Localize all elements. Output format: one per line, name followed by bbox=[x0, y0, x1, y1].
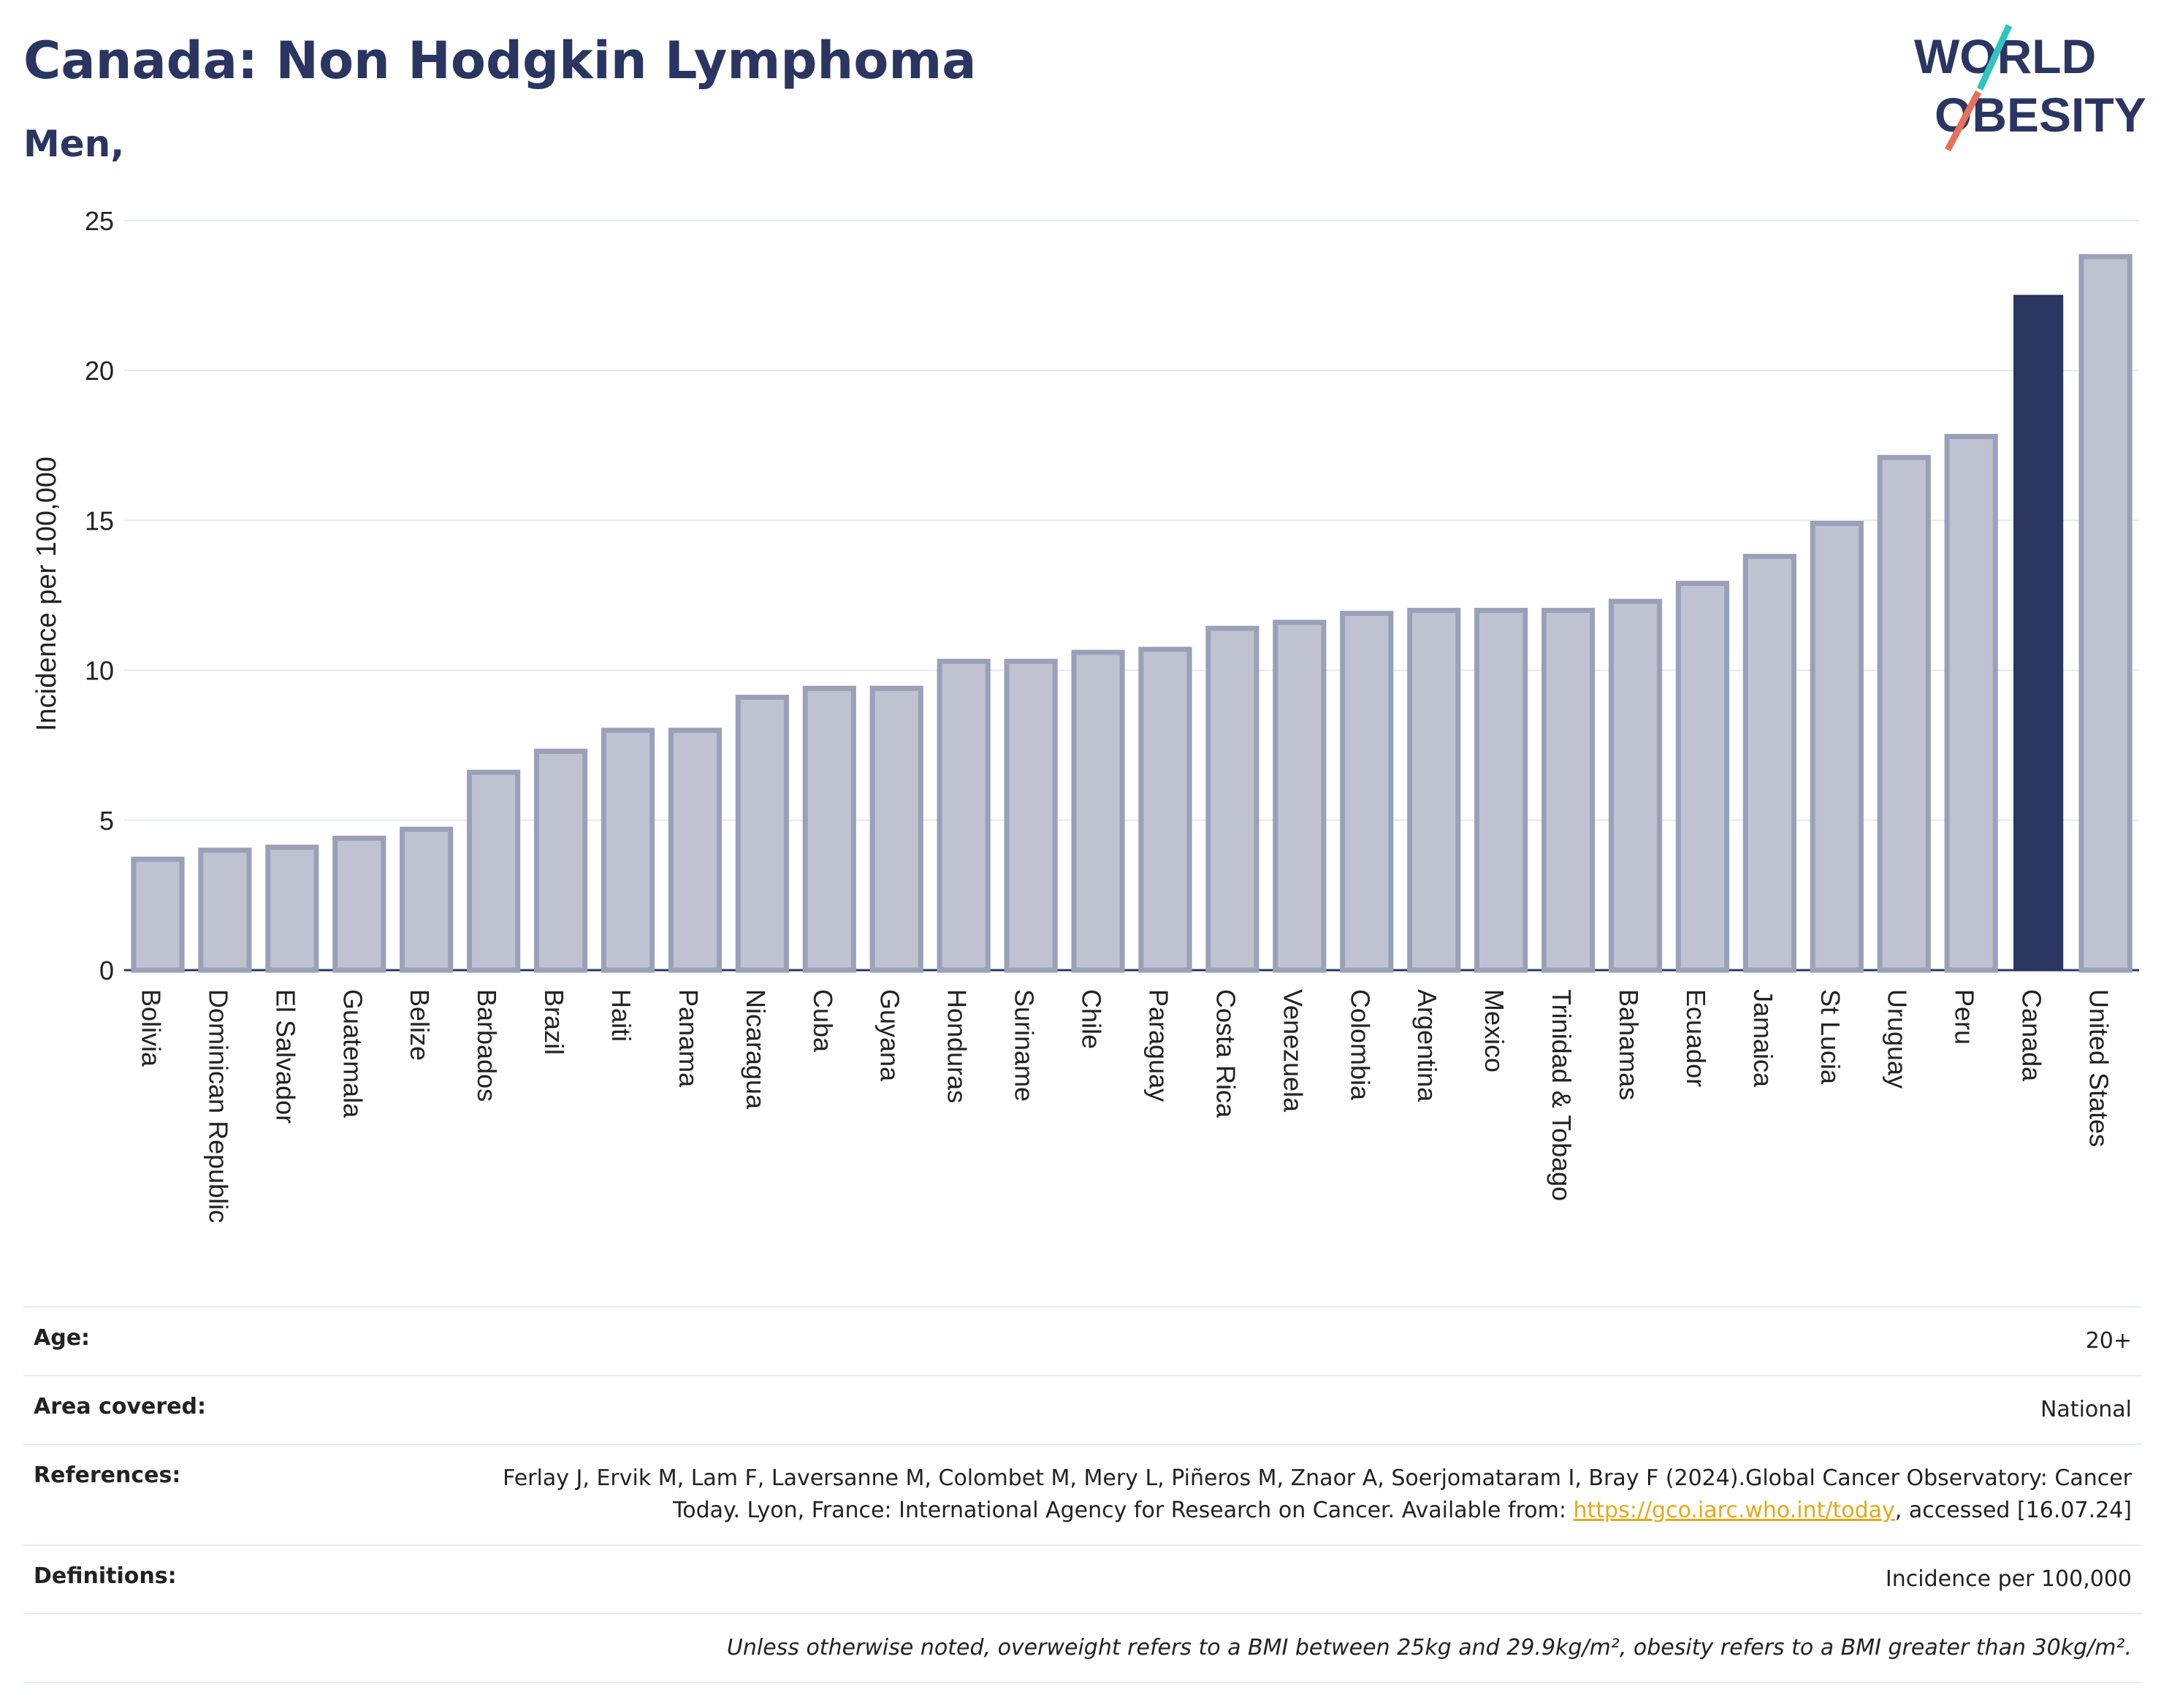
bar-uruguay[interactable] bbox=[1877, 454, 1931, 973]
bar-belize[interactable] bbox=[400, 826, 454, 973]
bar-cuba[interactable] bbox=[802, 685, 856, 973]
info-row-note: Unless otherwise noted, overweight refer… bbox=[23, 1614, 2142, 1683]
info-table: Age: 20+ Area covered: National Referenc… bbox=[23, 1306, 2142, 1683]
references-label: References: bbox=[34, 1463, 181, 1488]
x-tick-label: Uruguay bbox=[1883, 989, 1913, 1089]
bar-colombia[interactable] bbox=[1340, 611, 1394, 973]
bar-ecuador[interactable] bbox=[1675, 581, 1730, 973]
x-tick-label: Argentina bbox=[1412, 989, 1442, 1102]
x-tick-label: Panama bbox=[674, 989, 704, 1088]
bar-bolivia[interactable] bbox=[131, 856, 185, 973]
x-tick-label: Venezuela bbox=[1278, 989, 1308, 1113]
bar-guatemala[interactable] bbox=[332, 835, 386, 973]
bar-bahamas[interactable] bbox=[1608, 598, 1663, 973]
info-row-area: Area covered: National bbox=[23, 1376, 2142, 1445]
info-row-definitions: Definitions: Incidence per 100,000 bbox=[23, 1546, 2142, 1614]
page-subtitle: Men, bbox=[23, 123, 125, 165]
logo-slash-coral bbox=[1945, 90, 1981, 152]
x-tick-label: Trinidad & Tobago bbox=[1547, 989, 1577, 1201]
x-tick-label: Jamaica bbox=[1748, 989, 1778, 1088]
x-tick-label: Mexico bbox=[1479, 989, 1509, 1072]
bar-venezuela[interactable] bbox=[1273, 619, 1327, 973]
references-value: Ferlay J, Ervik M, Lam F, Laversanne M, … bbox=[488, 1463, 2132, 1527]
bar-st-lucia[interactable] bbox=[1810, 521, 1864, 973]
x-tick-label: Honduras bbox=[942, 989, 972, 1103]
x-tick-label: Bolivia bbox=[136, 989, 166, 1067]
y-tick-label: 0 bbox=[99, 956, 114, 985]
x-tick-label: Belize bbox=[405, 989, 435, 1061]
x-tick-label: Bahamas bbox=[1614, 989, 1644, 1100]
x-tick-label: Chile bbox=[1077, 989, 1107, 1049]
bar-brazil[interactable] bbox=[533, 748, 588, 973]
bar-dominican-republic[interactable] bbox=[198, 847, 252, 973]
references-tail: , accessed [16.07.24] bbox=[1894, 1498, 2132, 1523]
bar-chile[interactable] bbox=[1071, 649, 1125, 973]
x-tick-label: Suriname bbox=[1010, 989, 1040, 1102]
bar-nicaragua[interactable] bbox=[735, 695, 789, 973]
bar-barbados[interactable] bbox=[467, 769, 521, 973]
x-tick-label: United States bbox=[2084, 989, 2114, 1147]
definitions-value: Incidence per 100,000 bbox=[1885, 1566, 2132, 1592]
bar-peru[interactable] bbox=[1944, 433, 1998, 973]
x-tick-label: St Lucia bbox=[1815, 989, 1845, 1085]
y-tick-label: 10 bbox=[85, 656, 114, 686]
x-tick-label: Guyana bbox=[875, 989, 905, 1082]
x-tick-label: Dominican Republic bbox=[203, 989, 233, 1223]
bar-jamaica[interactable] bbox=[1742, 554, 1796, 973]
bar-haiti[interactable] bbox=[601, 728, 655, 973]
bar-suriname[interactable] bbox=[1004, 658, 1058, 973]
bar-panama[interactable] bbox=[668, 728, 723, 973]
x-tick-label: Paraguay bbox=[1143, 989, 1173, 1102]
bar-el-salvador[interactable] bbox=[265, 845, 319, 973]
references-text: Ferlay J, Ervik M, Lam F, Laversanne M, … bbox=[503, 1465, 2132, 1523]
x-tick-label: Ecuador bbox=[1681, 989, 1711, 1087]
bar-trinidad-tobago[interactable] bbox=[1541, 608, 1596, 973]
page-title: Canada: Non Hodgkin Lymphoma bbox=[23, 31, 977, 91]
references-link[interactable]: https://gco.iarc.who.int/today bbox=[1573, 1498, 1895, 1523]
y-axis-label: Incidence per 100,000 bbox=[31, 457, 62, 731]
x-tick-label: Haiti bbox=[606, 989, 636, 1042]
bar-paraguay[interactable] bbox=[1138, 647, 1192, 973]
x-tick-label: Costa Rica bbox=[1211, 989, 1240, 1118]
y-tick-label: 20 bbox=[85, 356, 114, 386]
area-value: National bbox=[2040, 1397, 2132, 1422]
definitions-label: Definitions: bbox=[34, 1563, 177, 1589]
x-tick-label: Colombia bbox=[1345, 989, 1375, 1101]
logo-slash-teal bbox=[1976, 24, 2013, 91]
y-tick-label: 25 bbox=[85, 206, 114, 236]
bar-chart: 0 5 10 15 20 25 Bolivia Dominican Republic El Sa… bbox=[31, 206, 2139, 1223]
world-obesity-logo: WORLD OBESITY bbox=[1914, 24, 2146, 152]
info-row-references: References: Ferlay J, Ervik M, Lam F, La… bbox=[23, 1445, 2142, 1546]
bar-argentina[interactable] bbox=[1407, 608, 1461, 973]
x-tick-label: Peru bbox=[1950, 989, 1980, 1045]
y-tick-label: 15 bbox=[85, 506, 114, 535]
bar-united-states[interactable] bbox=[2078, 253, 2133, 973]
y-tick-label: 5 bbox=[99, 806, 114, 836]
x-tick-label: Cuba bbox=[808, 989, 838, 1053]
x-tick-label: Nicaragua bbox=[741, 989, 771, 1110]
x-tick-label: El Salvador bbox=[270, 989, 300, 1124]
age-label: Age: bbox=[34, 1325, 91, 1351]
info-row-age: Age: 20+ bbox=[23, 1306, 2142, 1376]
x-tick-label: Brazil bbox=[539, 989, 569, 1055]
x-tick-label: Barbados bbox=[472, 989, 502, 1102]
bar-mexico[interactable] bbox=[1474, 608, 1528, 973]
bar-guyana[interactable] bbox=[869, 685, 923, 973]
bar-honduras[interactable] bbox=[937, 658, 991, 973]
x-tick-label: Canada bbox=[2017, 989, 2047, 1082]
area-label: Area covered: bbox=[34, 1394, 206, 1419]
x-tick-label: Guatemala bbox=[338, 989, 367, 1118]
bar-costa-rica[interactable] bbox=[1205, 625, 1259, 973]
bar-canada[interactable] bbox=[2013, 294, 2064, 972]
age-value: 20+ bbox=[2085, 1328, 2132, 1354]
bmi-note: Unless otherwise noted, overweight refer… bbox=[726, 1635, 2132, 1661]
